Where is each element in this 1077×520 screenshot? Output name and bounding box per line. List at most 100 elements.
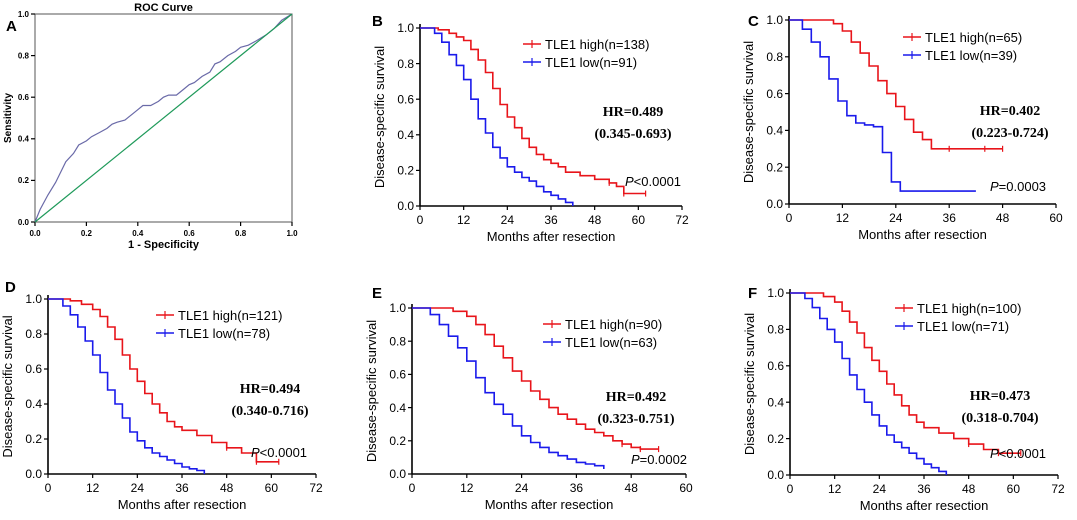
- y-tick-label: 0.0: [18, 218, 30, 227]
- panel-f: F 0.0 0.2 0.4 0.6 0.8 1.0 0 12 24 36 48 60 72 Months a…: [742, 285, 1065, 513]
- x-tick-label: 72: [675, 213, 689, 227]
- x-tick-label: 12: [86, 481, 100, 495]
- x-tick-label: 48: [588, 213, 602, 227]
- y-tick-label: 0.6: [397, 92, 414, 106]
- x-tick-label: 36: [175, 481, 189, 495]
- x-tick-label: 60: [265, 481, 279, 495]
- p-value: P<0.0001: [625, 174, 681, 189]
- panel-a: A 0.0 0.2 0.4 0.6 0.8 1.0 0.0 0.2 0.4 0.6 0.8 1.0 1 -…: [3, 2, 298, 251]
- panel-letter: E: [372, 285, 382, 302]
- confidence-interval: (0.340-0.716): [232, 404, 309, 419]
- series-line-high: [789, 19, 1003, 150]
- x-tick-label: 0: [417, 213, 424, 227]
- x-tick-label: 24: [501, 213, 515, 227]
- legend-label: TLE1 low(n=78): [178, 326, 270, 341]
- panel-letter: F: [748, 285, 757, 302]
- x-axis-title: Months after resection: [860, 498, 989, 513]
- y-tick-label: 0.6: [25, 362, 42, 376]
- panel-c: C 0.0 0.2 0.4 0.6 0.8 1.0 0 12 24 36 48 60 Months aft…: [741, 13, 1063, 242]
- y-tick-label: 0.2: [766, 160, 783, 174]
- legend-label: TLE1 high(n=65): [925, 30, 1022, 45]
- x-tick-label: 0: [787, 482, 794, 496]
- x-tick-label: 0.4: [132, 229, 144, 238]
- y-axis-title: Disease-specific survival: [364, 320, 379, 462]
- y-tick-label: 0.4: [389, 401, 406, 415]
- hazard-ratio: HR=0.473: [970, 389, 1030, 404]
- panel-letter: A: [6, 18, 17, 35]
- panel-letter: B: [372, 13, 383, 30]
- y-tick-label: 0.0: [766, 197, 783, 211]
- series-line-low: [412, 307, 605, 469]
- y-tick-label: 0.8: [767, 323, 784, 337]
- panel-d: D 0.0 0.2 0.4 0.6 0.8 1.0 0 12 24 36 48 60 72 Months a…: [0, 279, 323, 512]
- x-tick-label: 60: [632, 213, 646, 227]
- y-tick-label: 0.4: [397, 128, 414, 142]
- y-tick-label: 1.0: [397, 21, 414, 35]
- series-line-high: [420, 27, 646, 195]
- series-line-low: [789, 19, 976, 192]
- legend-label: TLE1 low(n=63): [565, 335, 657, 350]
- y-tick-label: 0.2: [767, 432, 784, 446]
- y-tick-label: 0.8: [25, 327, 42, 341]
- x-axis-title: Months after resection: [485, 497, 614, 512]
- x-tick-label: 24: [873, 482, 887, 496]
- legend-label: TLE1 high(n=138): [545, 37, 649, 52]
- x-tick-label: 12: [828, 482, 842, 496]
- plot-frame: [34, 13, 293, 223]
- x-tick-label: 0.8: [235, 229, 247, 238]
- x-tick-label: 48: [625, 481, 639, 495]
- x-tick-label: 0.6: [184, 229, 196, 238]
- series-line-high: [412, 307, 659, 450]
- hazard-ratio: HR=0.494: [240, 382, 300, 397]
- p-value: P=0.0003: [990, 179, 1046, 194]
- y-tick-label: 0.0: [767, 468, 784, 482]
- y-tick-label: 0.2: [25, 432, 42, 446]
- legend-label: TLE1 high(n=121): [178, 308, 282, 323]
- x-tick-label: 0: [409, 481, 416, 495]
- p-value: P=0.0002: [631, 452, 687, 467]
- x-tick-label: 72: [1051, 482, 1065, 496]
- series-line-low: [48, 298, 206, 474]
- legend-label: TLE1 high(n=90): [565, 317, 662, 332]
- y-tick-label: 0.2: [389, 434, 406, 448]
- y-tick-label: 1.0: [18, 10, 30, 19]
- x-tick-label: 48: [996, 211, 1010, 225]
- series-line-roc: [34, 13, 293, 223]
- y-tick-label: 0.4: [18, 135, 30, 144]
- y-tick-label: 0.0: [389, 467, 406, 481]
- hazard-ratio: HR=0.492: [606, 390, 666, 405]
- x-tick-label: 36: [917, 482, 931, 496]
- x-tick-label: 12: [460, 481, 474, 495]
- x-tick-label: 1.0: [286, 229, 298, 238]
- hazard-ratio: HR=0.489: [603, 105, 663, 120]
- x-tick-label: 60: [1049, 211, 1063, 225]
- x-tick-label: 0: [45, 481, 52, 495]
- x-axis-title: 1 - Specificity: [128, 239, 200, 251]
- x-tick-label: 36: [544, 213, 558, 227]
- y-axis-title: Disease-specific survival: [0, 315, 15, 457]
- y-tick-label: 0.6: [18, 93, 30, 102]
- confidence-interval: (0.223-0.724): [972, 126, 1049, 141]
- series-line-reference: [34, 13, 293, 223]
- series-line-low: [420, 27, 574, 206]
- y-axis-title: Sensitivity: [3, 93, 14, 143]
- p-value: P<0.0001: [990, 446, 1046, 461]
- p-value: P<0.0001: [251, 445, 307, 460]
- x-axis-title: Months after resection: [118, 497, 247, 512]
- y-tick-label: 0.4: [767, 395, 784, 409]
- y-tick-label: 0.8: [18, 51, 30, 60]
- y-tick-label: 0.8: [389, 334, 406, 348]
- x-tick-label: 48: [962, 482, 976, 496]
- x-tick-label: 48: [220, 481, 234, 495]
- y-tick-label: 0.0: [25, 467, 42, 481]
- chart-title: ROC Curve: [134, 2, 193, 14]
- panel-e: E 0.0 0.2 0.4 0.6 0.8 1.0 0 12 24 36 48 60 Months aft…: [364, 285, 693, 512]
- y-tick-label: 0.2: [18, 176, 30, 185]
- y-tick-label: 1.0: [767, 286, 784, 300]
- legend-label: TLE1 high(n=100): [917, 301, 1021, 316]
- y-tick-label: 0.8: [766, 50, 783, 64]
- y-tick-label: 1.0: [766, 13, 783, 27]
- x-tick-label: 60: [679, 481, 693, 495]
- confidence-interval: (0.345-0.693): [595, 127, 672, 142]
